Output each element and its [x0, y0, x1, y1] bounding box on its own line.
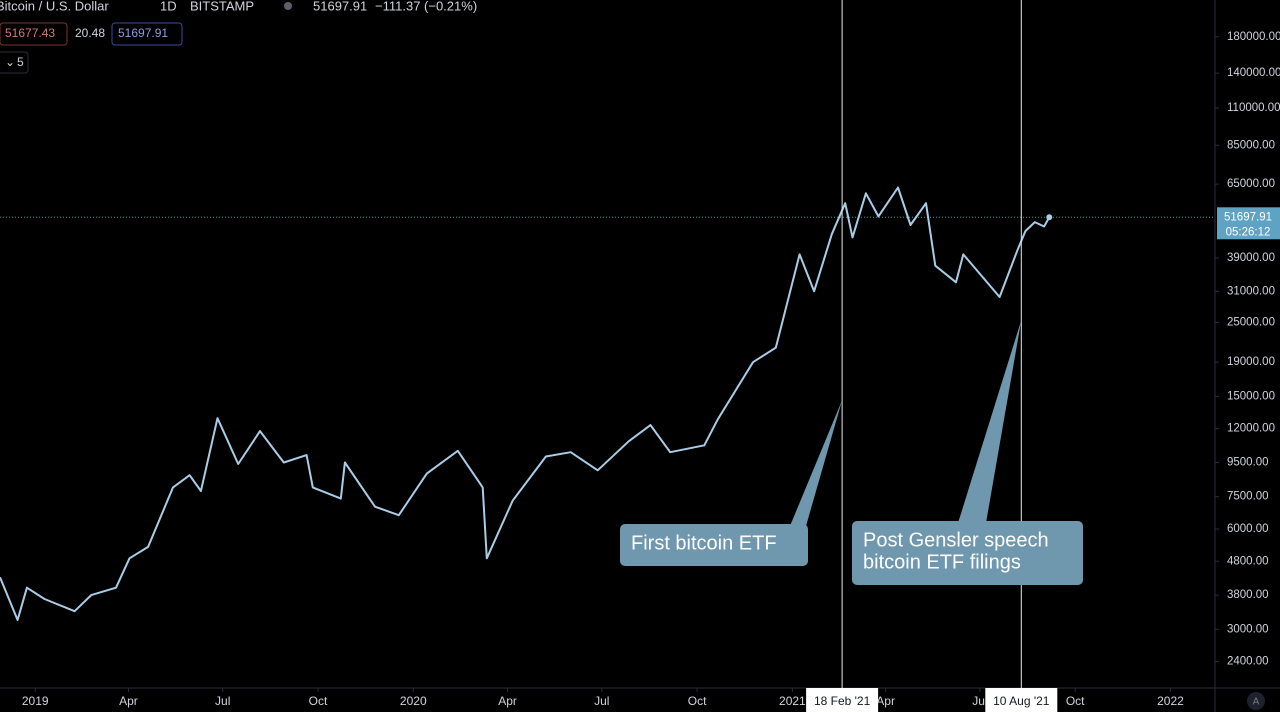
callout-pointer [790, 400, 843, 526]
x-tick-label: Oct [309, 694, 328, 708]
callout-text: First bitcoin ETF [631, 532, 777, 554]
y-tick-label: 2400.00 [1227, 656, 1269, 668]
callout-box [620, 524, 808, 566]
indicator-box[interactable] [0, 22, 68, 46]
collapse-button[interactable] [0, 51, 29, 74]
y-tick-label: 3800.00 [1227, 589, 1269, 601]
y-tick-label: 110000.00 [1227, 102, 1280, 114]
price-label-box [1217, 207, 1280, 240]
indicator-value: 51677.43 [5, 26, 55, 40]
last-point [1046, 214, 1053, 221]
price-label: 51697.91 [1224, 211, 1272, 223]
exchange: BITSTAMP [190, 0, 254, 13]
y-tick-label: 25000.00 [1227, 316, 1275, 328]
callout-box [852, 521, 1083, 585]
x-tick-label: 2019 [22, 694, 49, 708]
callout-pointer [958, 320, 1022, 523]
y-tick-label: 9500.00 [1227, 457, 1269, 469]
symbol: Bitcoin / U.S. Dollar [0, 0, 109, 13]
callout-text: bitcoin ETF filings [863, 551, 1021, 573]
y-tick-label: 140000.00 [1227, 67, 1280, 79]
y-tick-label: 6000.00 [1227, 523, 1269, 535]
y-tick-label: 19000.00 [1227, 356, 1275, 368]
auto-button[interactable] [1247, 692, 1265, 710]
collapse-count: 5 [17, 55, 24, 69]
x-tick-label: Oct [1066, 694, 1085, 708]
event-label: 10 Aug '21 [993, 694, 1050, 708]
status-dot [284, 2, 292, 10]
indicator-box[interactable] [111, 22, 183, 46]
x-tick-label: 2022 [1157, 694, 1184, 708]
y-tick-label: 180000.00 [1227, 31, 1280, 43]
y-tick-label: 12000.00 [1227, 423, 1275, 435]
x-tick-label: Apr [119, 694, 138, 708]
x-tick-label: Apr [876, 694, 895, 708]
y-tick-label: 7500.00 [1227, 491, 1269, 503]
y-tick-label: 85000.00 [1227, 139, 1275, 151]
y-tick-label: 15000.00 [1227, 390, 1275, 402]
y-tick-label: 31000.00 [1227, 285, 1275, 297]
x-tick-label: Jul [972, 694, 987, 708]
x-tick-label: Jul [215, 694, 230, 708]
auto-label: A [1253, 697, 1260, 708]
price-change: −111.37 (−0.21%) [375, 0, 477, 13]
last-price: 51697.91 [313, 0, 367, 13]
x-tick-label: 2021 [779, 694, 806, 708]
event-label-box [985, 688, 1058, 712]
x-tick-label: 2020 [400, 694, 427, 708]
indicator-value: 20.48 [75, 26, 105, 40]
y-tick-label: 65000.00 [1227, 178, 1275, 190]
event-label: 18 Feb '21 [814, 694, 871, 708]
callout-text: Post Gensler speech [863, 529, 1049, 551]
y-tick-label: 39000.00 [1227, 252, 1275, 264]
event-label-box [806, 688, 879, 712]
y-tick-label: 3000.00 [1227, 623, 1269, 635]
price-line [0, 186, 1051, 621]
indicator-value: 51697.91 [118, 26, 168, 40]
y-tick-label: 4800.00 [1227, 555, 1269, 567]
x-tick-label: Oct [688, 694, 707, 708]
x-tick-label: Jul [594, 694, 609, 708]
countdown: 05:26:12 [1226, 226, 1271, 238]
interval: 1D [160, 0, 177, 13]
x-tick-label: Apr [498, 694, 517, 708]
collapse-label: ⌄ [5, 55, 15, 69]
